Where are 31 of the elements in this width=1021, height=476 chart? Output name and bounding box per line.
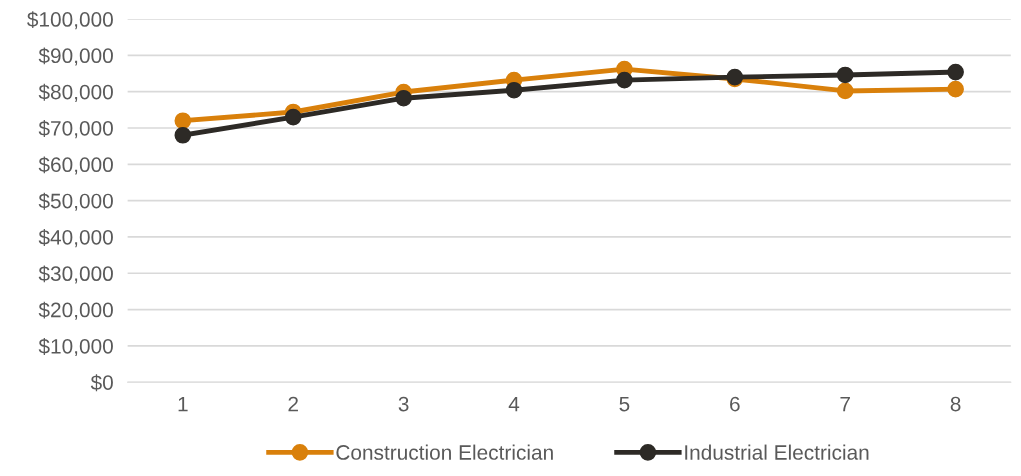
y-tick-label: $10,000 [38, 338, 113, 357]
x-tick-label: 1 [178, 396, 188, 412]
x-tick-label: 2 [288, 396, 298, 412]
x-tick-label: 6 [730, 396, 740, 412]
y-tick-label: $60,000 [38, 156, 113, 175]
point [947, 80, 964, 98]
y-tick-label: $40,000 [38, 229, 113, 248]
point [395, 89, 412, 107]
x-tick-label: 5 [619, 396, 630, 412]
point [836, 66, 854, 84]
x-tick-label: 8 [950, 396, 961, 412]
y-tick-label: $100,000 [27, 11, 113, 30]
y-tick-label: $30,000 [38, 265, 113, 284]
y-tick-label: $80,000 [38, 83, 113, 102]
point [836, 82, 854, 100]
legend-label: Construction Electrician [336, 444, 553, 460]
point [947, 63, 964, 81]
x-tick-label: 3 [398, 396, 409, 412]
legend-label: Industrial Electrician [685, 444, 869, 460]
point [174, 126, 192, 144]
y-tick-label: $20,000 [38, 301, 113, 320]
y-tick-label: $0 [90, 374, 113, 392]
x-tick-label: 4 [508, 396, 520, 412]
point [505, 81, 523, 99]
y-tick-label: $50,000 [38, 192, 113, 211]
point [284, 108, 302, 126]
x-tick-label: 7 [840, 396, 850, 412]
y-tick-label: $90,000 [38, 47, 113, 66]
point [174, 112, 192, 130]
point [616, 71, 633, 89]
y-tick-label: $70,000 [38, 120, 113, 139]
